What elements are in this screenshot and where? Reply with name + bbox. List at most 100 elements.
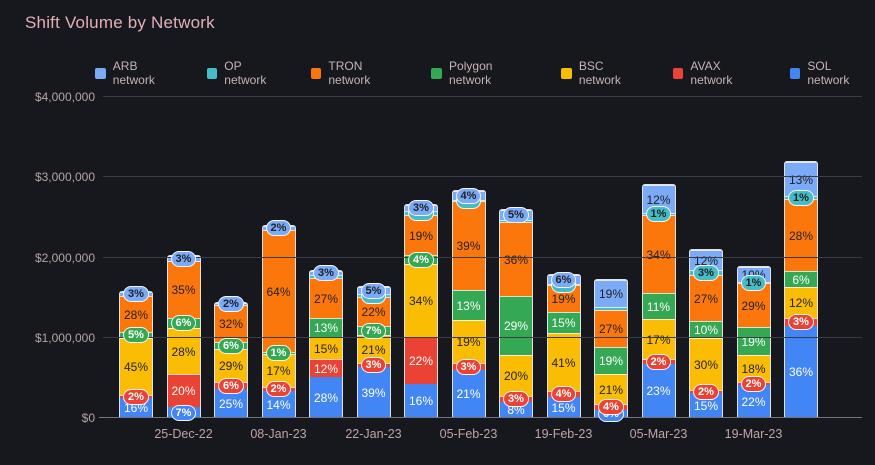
bar-segment-tron[interactable]: 27% [690, 275, 722, 321]
bar-segment-polygon[interactable]: 19% [595, 347, 627, 374]
segment-label: 29% [741, 298, 766, 313]
bar-segment-bsc[interactable]: 19% [452, 320, 485, 363]
y-axis-tick-label: $1,000,000 [34, 330, 95, 345]
bar-segment-sol[interactable]: 39% [357, 367, 390, 418]
segment-label-pill: 3% [455, 358, 482, 375]
segment-label: 28% [313, 390, 339, 405]
bar-segment-sol[interactable]: 21% [452, 370, 485, 418]
bar-segment-sol[interactable]: 25% [215, 389, 247, 418]
segment-label: 21% [361, 342, 386, 357]
legend-item-sol[interactable]: SOL network [789, 59, 875, 87]
segment-label-pill: 2% [265, 220, 292, 236]
bar-segment-sol[interactable]: 15% [690, 393, 722, 418]
segment-label-pill: 5% [123, 327, 149, 343]
bar-segment-arb[interactable]: 19% [595, 280, 627, 307]
stacked-bar[interactable]: 15% 2% 30% 10% 27% 3% 12% [689, 249, 723, 418]
legend-item-tron[interactable]: TRON network [310, 59, 407, 87]
legend-item-polygon[interactable]: Polygon network [431, 59, 536, 87]
bar-segment-bsc[interactable]: 17% [642, 319, 675, 359]
segment-label: 27% [598, 322, 624, 336]
bar-segment-tron[interactable]: 27% [595, 310, 627, 347]
bar-segment-sol[interactable]: 15% [547, 397, 580, 418]
bar-segment-sol[interactable]: 23% [642, 364, 675, 418]
segment-label-pill: 3% [123, 286, 149, 302]
stacked-bar[interactable]: 14% 2% 17% 1% 64% 2% [261, 220, 296, 418]
legend-item-arb[interactable]: ARB network [95, 59, 182, 87]
stacked-bar[interactable]: 8% 3% 20% 29% 36% 5% [499, 207, 533, 418]
stacked-bar[interactable]: 36% 3% 12% 6% 28% 1% 13% [784, 161, 818, 418]
x-axis-tick-label: 05-Feb-23 [439, 427, 498, 441]
bar-segment-sol[interactable]: 16% [405, 384, 437, 418]
segment-label: 12% [646, 192, 671, 207]
x-axis-tick-label: 08-Jan-23 [250, 427, 307, 441]
segment-label: 15% [313, 341, 339, 356]
stacked-bar[interactable]: 16%22%34%4%19%2%3% [404, 200, 438, 418]
legend-item-op[interactable]: OP network [206, 59, 286, 87]
stacked-bar[interactable]: 28% 12% 15% 13% 27% 3% [309, 265, 343, 418]
stacked-bar[interactable]: 22%2%18%19%29%1%10% [736, 266, 771, 418]
bar-segment-polygon[interactable]: 13% [310, 318, 342, 337]
bar-segment-bsc[interactable]: 15% [310, 337, 342, 359]
stacked-bar[interactable]: 16% 2% 45% 5% 28% 3% [119, 286, 153, 418]
bar-segment-avax[interactable]: 20% [167, 374, 200, 407]
segment-label: 21% [598, 382, 624, 397]
x-axis-tick-label: 22-Jan-23 [345, 427, 402, 441]
bar-segment-polygon[interactable]: 15% [547, 312, 580, 333]
x-axis-tick-label: 25-Dec-22 [154, 427, 213, 441]
bar-segment-tron[interactable]: 19% [405, 215, 437, 255]
bar-segment-polygon[interactable]: 11% [642, 293, 675, 319]
bar-segment-op[interactable] [595, 307, 627, 310]
bar-segment-sol[interactable]: 28% [310, 377, 342, 418]
bar-segment-tron[interactable]: 28% [120, 296, 152, 332]
segment-label: 36% [503, 252, 529, 267]
bar-segment-tron[interactable]: 36% [500, 222, 532, 296]
bar-segment-bsc[interactable]: 34% [405, 264, 437, 337]
stacked-bar[interactable]: 39%3%21%7%22%2%5% [356, 282, 391, 418]
segment-label: 34% [408, 294, 434, 308]
segment-label-pill: 6% [218, 377, 244, 394]
bar-segment-tron[interactable]: 39% [452, 201, 485, 290]
bar-segment-tron[interactable]: 64% [262, 230, 295, 352]
segment-label: 32% [218, 317, 244, 331]
stacked-bar[interactable]: 6%4%21%19%27%19% [594, 279, 628, 422]
segment-label: 28% [171, 344, 196, 359]
bar-segment-tron[interactable]: 28% [785, 199, 817, 271]
segment-label: 30% [693, 357, 719, 372]
segment-label-pill: 2% [693, 383, 719, 400]
bar-segment-bsc[interactable]: 28% [167, 328, 200, 374]
bar-segment-polygon[interactable]: 19% [737, 327, 770, 355]
bar-segment-tron[interactable]: 27% [310, 278, 342, 318]
bar-segment-sol[interactable]: 36% [785, 326, 817, 418]
bar-segment-polygon[interactable]: 6% [785, 271, 817, 287]
bar-segment-bsc[interactable]: 41% [547, 333, 580, 391]
segment-label: 36% [788, 365, 814, 379]
bar-segment-polygon[interactable]: 29% [500, 296, 532, 355]
bar-segment-bsc[interactable]: 20% [500, 355, 532, 396]
stacked-bar[interactable]: 15%4%41%15%19%0%6% [546, 271, 581, 418]
bar-segment-bsc[interactable]: 12% [785, 287, 817, 318]
bar-segment-avax[interactable]: 22% [405, 337, 437, 384]
bar-segment-tron[interactable]: 34% [642, 215, 675, 293]
segment-label: 19% [598, 287, 624, 301]
bar-segment-avax[interactable]: 12% [310, 359, 342, 377]
legend-swatch-icon [95, 67, 106, 79]
bar-column: 36% 3% 12% 6% 28% 1% 13% [784, 97, 818, 418]
legend-item-avax[interactable]: AVAX network [672, 59, 765, 87]
bar-segment-bsc[interactable]: 45% [120, 338, 152, 395]
bar-segment-bsc[interactable]: 21% [595, 374, 627, 404]
bar-segment-polygon[interactable]: 10% [690, 321, 722, 338]
stacked-bar[interactable]: 23% 2% 17% 11% 34% 1% 12% [641, 184, 676, 418]
legend-item-bsc[interactable]: BSC network [561, 59, 648, 87]
bar-segment-bsc[interactable]: 30% [690, 338, 722, 390]
segment-label: 22% [741, 394, 766, 409]
bar-segment-polygon[interactable]: 13% [452, 290, 485, 320]
stacked-bar[interactable]: 7% 20% 28% 6% 35% 3% [166, 250, 201, 421]
bar-segment-tron[interactable]: 35% [167, 261, 200, 318]
stacked-bar[interactable]: 21%3%19%13%39%0%4% [451, 187, 486, 418]
segment-label: 15% [551, 316, 576, 330]
segment-label-pill: 3% [693, 264, 719, 281]
bar-column: 15% 2% 30% 10% 27% 3% 12% [689, 97, 723, 418]
stacked-bar[interactable]: 25% 6% 29% 6% 32% 2% [214, 296, 248, 418]
segment-label: 19% [598, 354, 624, 368]
